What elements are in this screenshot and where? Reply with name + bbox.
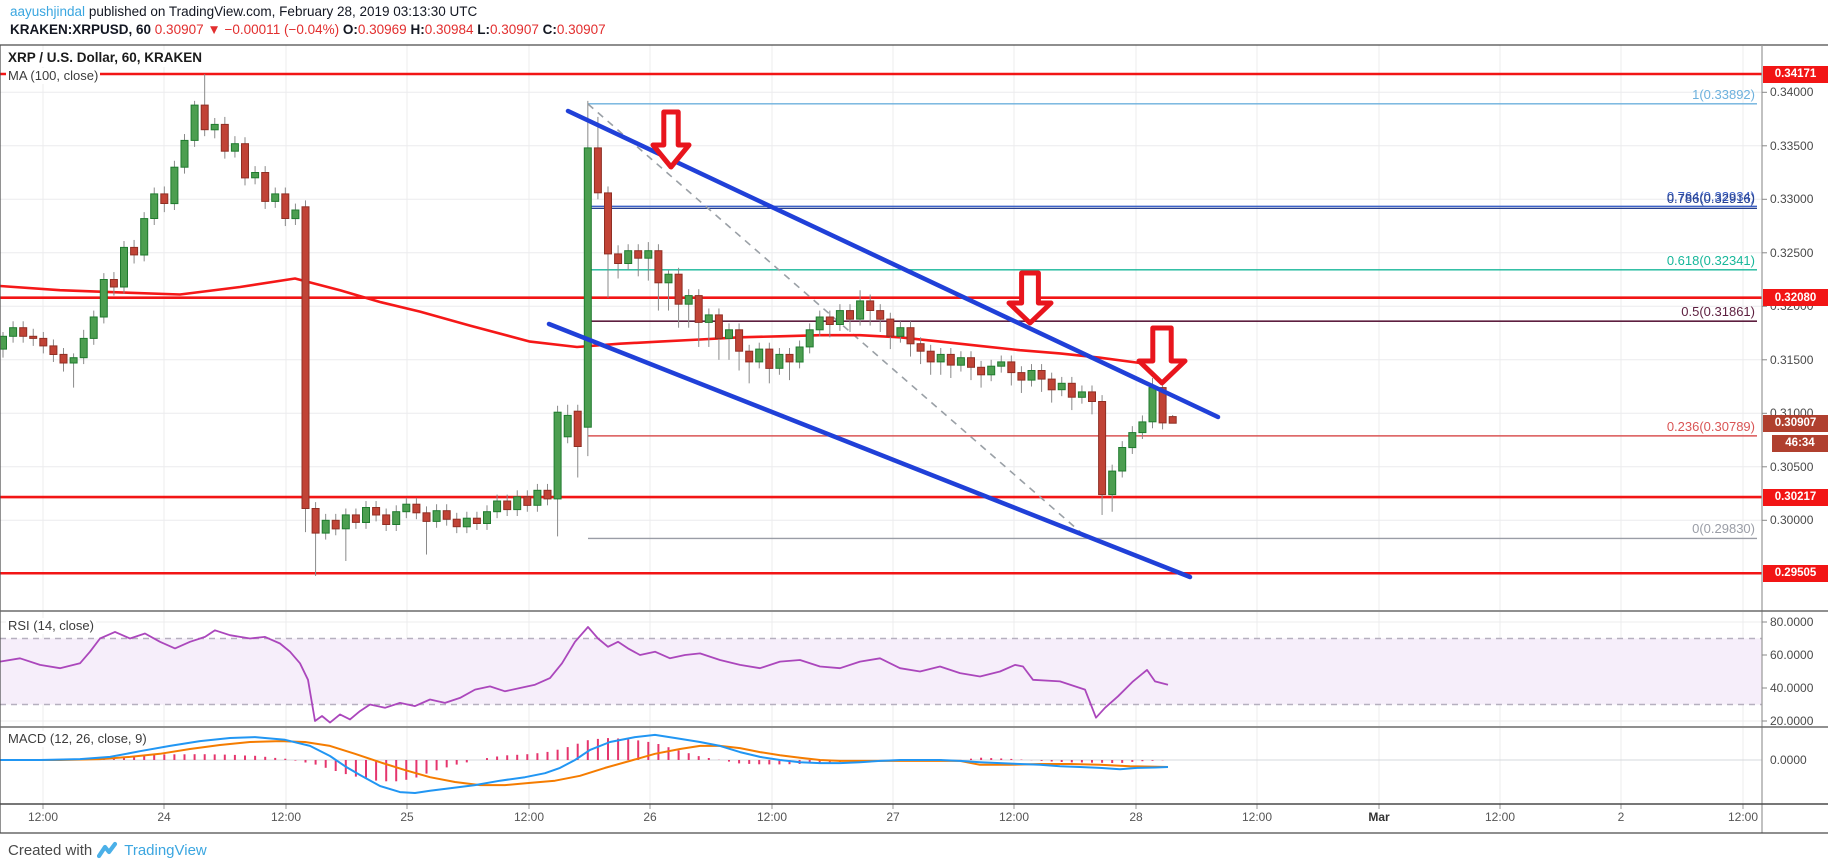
price-axis-label: 0.34000: [1770, 85, 1814, 100]
rsi-axis-label: 80.0000: [1770, 615, 1814, 629]
price-axis-label: 0.30000: [1770, 513, 1814, 528]
time-axis-label: 26: [643, 810, 657, 824]
price-axis-label: 0.32500: [1770, 245, 1814, 260]
close-label: C:: [542, 22, 557, 37]
time-axis-label: Mar: [1368, 810, 1390, 824]
time-axis-label: 25: [400, 810, 414, 824]
time-axis-label: 24: [157, 810, 171, 824]
time-axis-label: 27: [886, 810, 900, 824]
time-axis-label: 12:00: [1484, 810, 1516, 824]
author-link[interactable]: aayushjindal: [10, 4, 86, 19]
footer: Created with TradingView: [8, 841, 207, 859]
time-axis-label: 28: [1129, 810, 1143, 824]
ma-legend[interactable]: MA (100, close): [6, 68, 101, 85]
macd-legend[interactable]: MACD (12, 26, close, 9): [6, 731, 149, 748]
ticker-symbol: KRAKEN:XRPUSD, 60: [10, 22, 152, 37]
high-label: H:: [410, 22, 425, 37]
price-axis-label: 0.30500: [1770, 459, 1814, 474]
time-axis-label: 12:00: [270, 810, 302, 824]
fib-level-label: 0.618(0.32341): [1666, 252, 1755, 268]
fib-level-label: 0.236(0.30789): [1666, 418, 1755, 434]
tradingview-logo-icon: [97, 841, 118, 859]
fib-level-label: 1(0.33892): [1692, 86, 1755, 102]
time-axis-label: 12:00: [1727, 810, 1759, 824]
time-axis-label: 12:00: [756, 810, 788, 824]
time-axis-label: 2: [1617, 810, 1625, 824]
rsi-axis-label: 20.0000: [1770, 714, 1814, 728]
created-with-text: Created with: [8, 841, 93, 859]
time-axis-label: 12:00: [27, 810, 59, 824]
rsi-legend[interactable]: RSI (14, close): [6, 618, 96, 635]
low-label: L:: [477, 22, 491, 37]
countdown-badge: 46:34: [1772, 434, 1828, 452]
ticker-line: KRAKEN:XRPUSD, 60 0.30907 ▼ −0.00011 (−0…: [10, 22, 606, 37]
high-value: 0.30984: [424, 22, 474, 37]
macd-axis-label: 0.0000: [1770, 753, 1807, 767]
price-badge: 0.29505: [1763, 564, 1828, 582]
open-value: 0.30969: [357, 22, 407, 37]
low-value: 0.30907: [490, 22, 539, 37]
rsi-axis-label: 40.0000: [1770, 681, 1814, 695]
ticker-change: −0.00011 (−0.04%): [224, 22, 340, 37]
price-badge: 0.34171: [1763, 65, 1828, 83]
byline: aayushjindal published on TradingView.co…: [10, 4, 477, 19]
fib-level-label: 0.5(0.31861): [1681, 304, 1755, 320]
rsi-axis-label: 60.0000: [1770, 648, 1814, 662]
price-badge: 0.32080: [1763, 289, 1828, 307]
byline-text: published on TradingView.com, February 2…: [85, 4, 478, 19]
price-badge: 0.30217: [1763, 488, 1828, 506]
fib-level-label: 0(0.29830): [1692, 521, 1755, 537]
down-triangle-icon: ▼: [207, 22, 221, 37]
price-axis-label: 0.33000: [1770, 192, 1814, 207]
chart-title-legend: XRP / U.S. Dollar, 60, KRAKEN: [6, 50, 205, 67]
fib-level-label: 0.786(0.32916): [1666, 191, 1755, 207]
price-axis-label: 0.31500: [1770, 352, 1814, 367]
close-value: 0.30907: [556, 22, 606, 37]
price-axis-label: 0.33500: [1770, 138, 1814, 153]
time-axis-label: 12:00: [1241, 810, 1273, 824]
open-label: O:: [342, 22, 358, 37]
price-badge: 0.30907: [1763, 414, 1828, 432]
time-axis-label: 12:00: [998, 810, 1030, 824]
fib-level-label: 0.764(0.32934): [1666, 189, 1755, 205]
ticker-last: 0.30907: [154, 22, 204, 37]
tradingview-brand-link[interactable]: TradingView: [124, 841, 207, 859]
time-axis-label: 12:00: [513, 810, 545, 824]
